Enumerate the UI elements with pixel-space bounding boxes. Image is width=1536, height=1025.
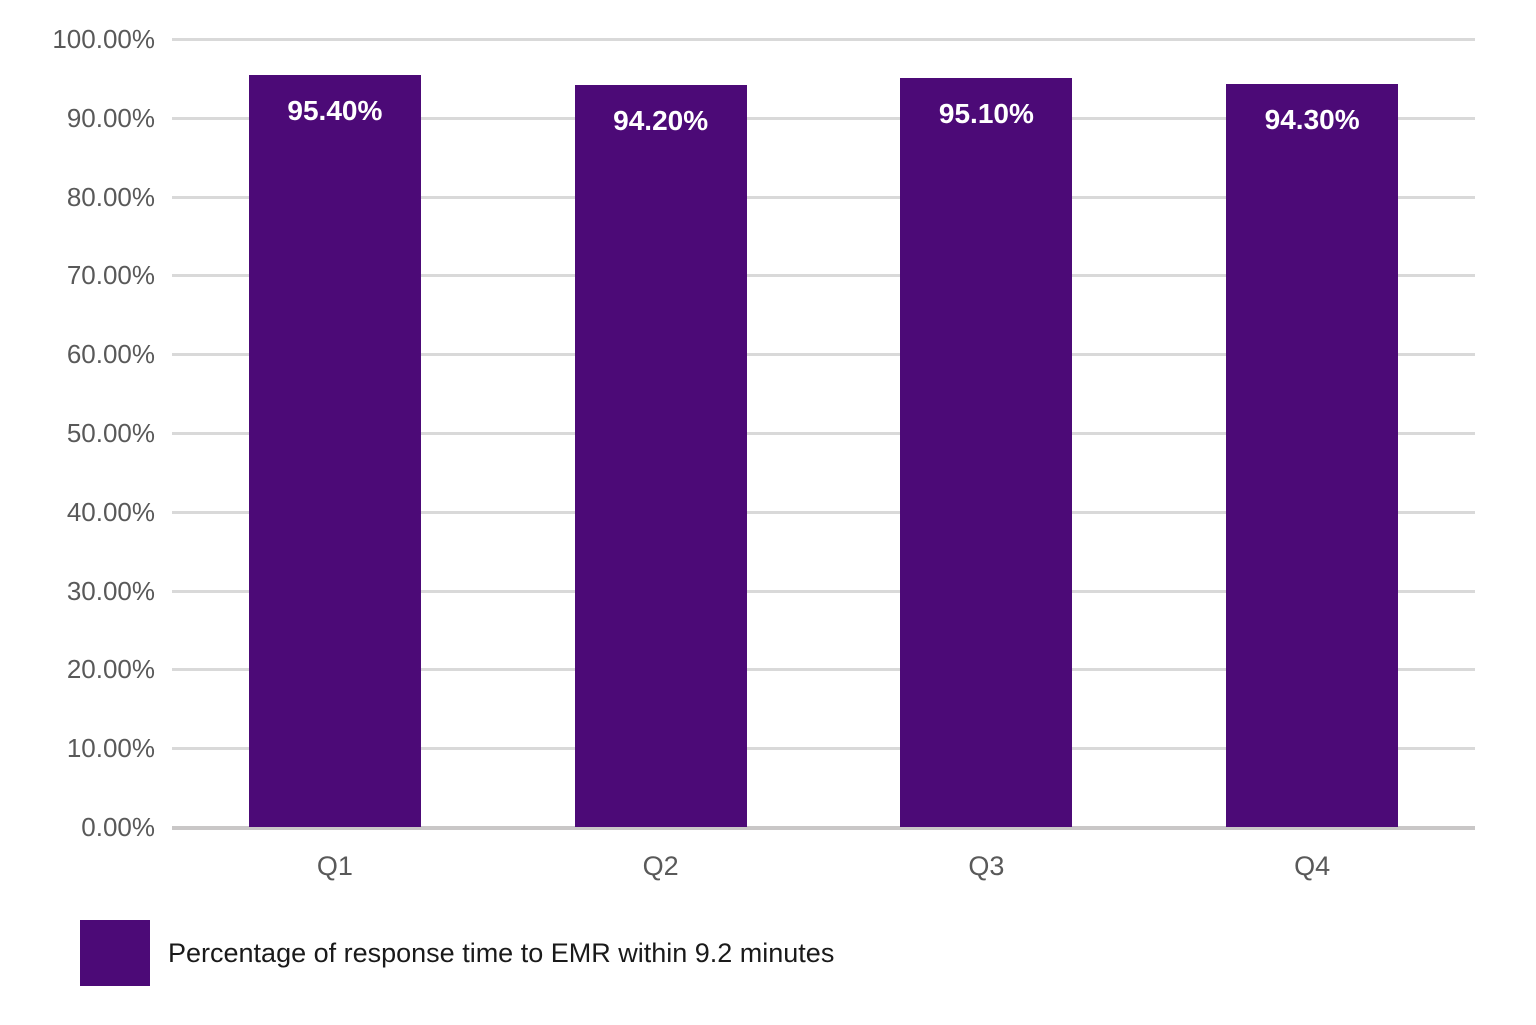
bar-value-label: 95.10%: [938, 97, 1034, 129]
y-tick-label: 90.00%: [66, 102, 155, 133]
y-tick-label: 80.00%: [66, 181, 155, 212]
gridline: [172, 589, 1475, 593]
y-tick-label: 30.00%: [66, 575, 155, 606]
x-tick-label-q1: Q1: [316, 851, 353, 881]
gridline: [172, 510, 1475, 514]
bar-value-label: 94.20%: [613, 104, 709, 136]
legend-label: Percentage of response time to EMR withi…: [168, 937, 835, 968]
legend: Percentage of response time to EMR withi…: [80, 920, 834, 986]
bar-q4: 94.30%: [1226, 83, 1399, 827]
gridline: [172, 668, 1475, 672]
x-axis-line: [172, 826, 1475, 830]
bar-value-label: 94.30%: [1264, 103, 1360, 135]
y-tick-label: 50.00%: [66, 418, 155, 448]
gridline: [172, 353, 1475, 357]
y-tick-label: 40.00%: [66, 496, 155, 527]
y-tick-label: 60.00%: [66, 339, 155, 370]
bar-q3: 95.10%: [900, 77, 1073, 827]
y-tick-label: 0.00%: [81, 812, 155, 842]
y-tick-label: 70.00%: [66, 260, 155, 291]
bar-value-label: 95.40%: [287, 95, 383, 127]
gridline: [172, 195, 1475, 199]
x-tick-label-q2: Q2: [642, 851, 679, 881]
gridline: [172, 274, 1475, 278]
y-tick-label: 20.00%: [66, 654, 155, 685]
gridline: [172, 116, 1475, 120]
y-tick-label: 10.00%: [66, 733, 155, 764]
bar-q1: 95.40%: [248, 75, 421, 827]
gridline: [172, 38, 1475, 41]
gridline: [172, 432, 1475, 435]
gridline: [172, 747, 1475, 751]
bar-q2: 94.20%: [574, 84, 747, 827]
x-tick-label-q3: Q3: [968, 851, 1005, 881]
legend-swatch: [80, 920, 150, 986]
x-tick-label-q4: Q4: [1294, 851, 1331, 881]
y-tick-label: 100.00%: [52, 24, 155, 54]
